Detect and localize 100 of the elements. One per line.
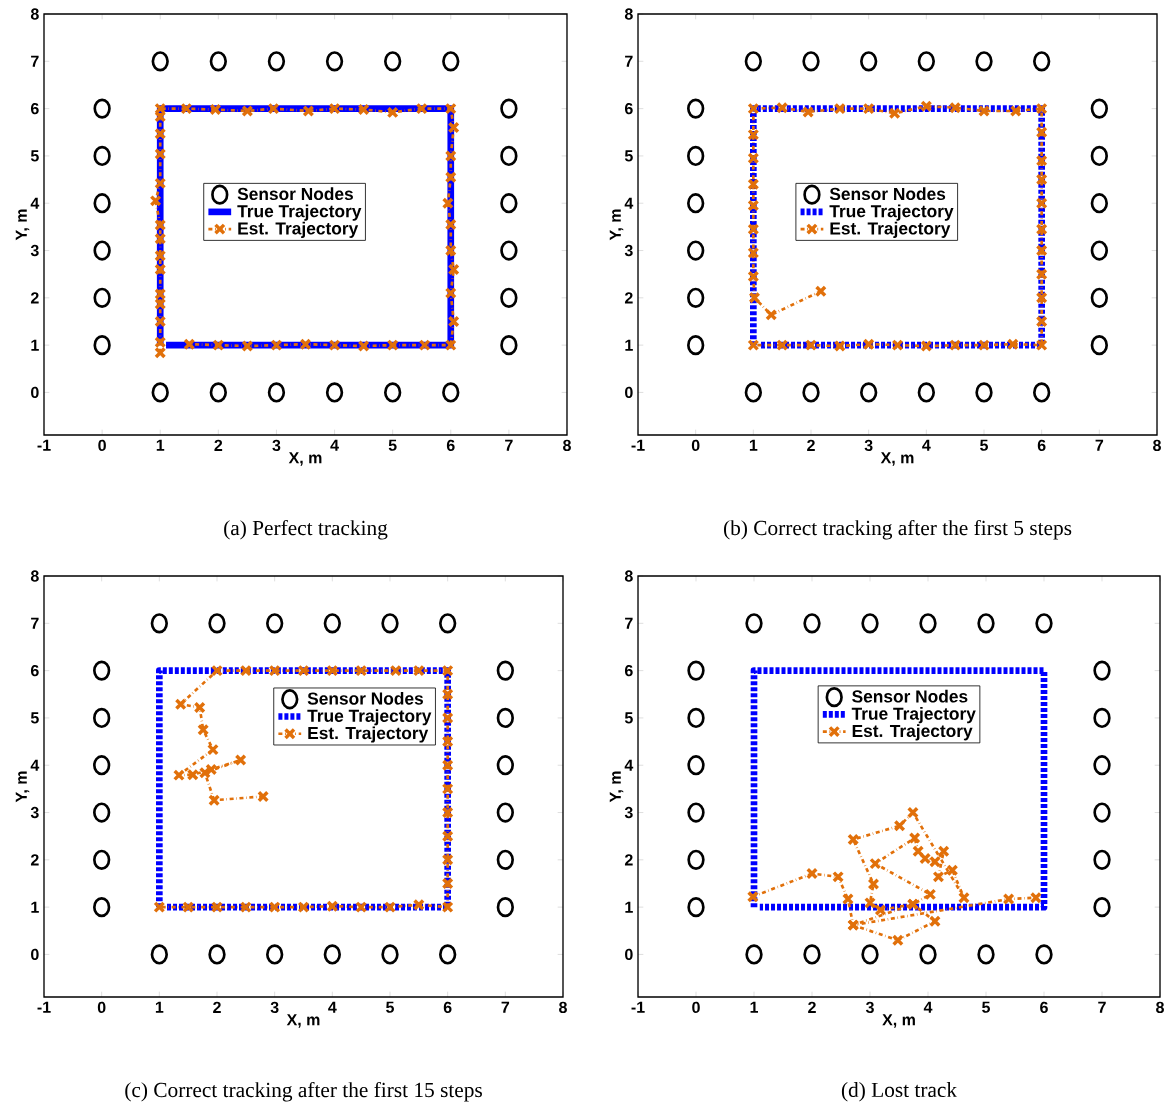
- y-tick-label: 2: [624, 854, 633, 866]
- y-tick-label: 4: [30, 197, 40, 209]
- y-tick-label: 4: [624, 759, 634, 771]
- x-tick-label: 2: [808, 1001, 816, 1013]
- y-tick-label: 1: [625, 339, 633, 351]
- x-tick-label: 4: [923, 1001, 933, 1013]
- x-tick-label: 0: [691, 439, 700, 452]
- x-tick-label: 2: [807, 439, 815, 451]
- y-tick-label: 1: [31, 901, 39, 913]
- y-axis-title: Y, m: [609, 209, 624, 241]
- x-axis-title: X, m: [882, 1014, 915, 1028]
- x-axis-title: X, m: [880, 452, 914, 466]
- x-tick-label: 3: [272, 439, 281, 452]
- x-tick-label: 1: [749, 439, 758, 451]
- y-tick-label: 7: [31, 617, 39, 629]
- y-tick-label: 8: [624, 570, 633, 582]
- y-tick-label: 3: [30, 806, 39, 819]
- x-tick-label: 7: [1095, 439, 1104, 451]
- x-tick-label: 5: [982, 1001, 991, 1013]
- x-tick-label: 4: [922, 439, 931, 451]
- y-tick-label: 0: [31, 386, 39, 399]
- x-tick-label: 1: [155, 1001, 164, 1013]
- legend-label: Est. Trajectory: [852, 724, 973, 741]
- x-tick-label: 6: [1037, 439, 1046, 452]
- y-tick-label: 3: [624, 806, 633, 819]
- x-tick-label: 0: [97, 1001, 106, 1014]
- legend-label: Est. Trajectory: [238, 221, 359, 238]
- y-tick-label: 5: [30, 150, 39, 162]
- legend-label: Est. Trajectory: [308, 726, 429, 743]
- legend-label: True Trajectory: [851, 707, 976, 724]
- legend-label: True Trajectory: [829, 204, 954, 221]
- x-tick-label: -1: [631, 1001, 645, 1013]
- x-tick-label: 7: [501, 1001, 510, 1013]
- x-tick-label: 0: [692, 1001, 700, 1014]
- y-tick-label: 2: [30, 292, 39, 304]
- y-tick-label: 0: [625, 386, 633, 399]
- y-tick-label: 1: [625, 901, 633, 913]
- y-tick-label: 5: [624, 712, 633, 724]
- y-tick-label: 2: [30, 854, 39, 866]
- x-tick-label: 8: [559, 1001, 567, 1014]
- legend-label: Sensor Nodes: [237, 187, 353, 201]
- x-tick-label: 5: [386, 1001, 394, 1013]
- text: (d) Lost track: [841, 1082, 958, 1102]
- y-tick-label: 3: [624, 244, 633, 257]
- x-tick-label: -1: [37, 439, 51, 451]
- legend-label: Est. Trajectory: [830, 221, 951, 238]
- x-tick-label: 0: [98, 439, 106, 452]
- legend-label: Sensor Nodes: [852, 689, 968, 703]
- x-axis-title: X, m: [288, 452, 322, 466]
- x-tick-label: 7: [1098, 1001, 1106, 1013]
- text: (a) Perfect tracking: [224, 519, 388, 540]
- x-tick-label: 6: [1040, 1001, 1048, 1014]
- y-tick-label: 7: [31, 55, 39, 67]
- y-axis-title: Y, m: [609, 771, 624, 803]
- y-tick-label: 8: [30, 8, 39, 20]
- y-tick-label: 8: [30, 570, 39, 582]
- x-tick-label: 3: [864, 439, 873, 452]
- x-tick-label: 8: [563, 439, 571, 452]
- x-axis-title: X, m: [286, 1014, 320, 1028]
- x-tick-label: 6: [443, 1001, 452, 1014]
- y-axis-title: Y, m: [15, 771, 30, 803]
- x-tick-label: 7: [505, 439, 513, 451]
- x-tick-label: -1: [37, 1001, 51, 1013]
- y-tick-label: 8: [624, 8, 633, 20]
- x-tick-label: 2: [214, 439, 223, 451]
- y-tick-label: 0: [31, 948, 39, 961]
- y-tick-label: 7: [625, 55, 633, 67]
- x-tick-label: 6: [446, 439, 455, 452]
- y-tick-label: 6: [30, 664, 39, 677]
- legend-label: Sensor Nodes: [829, 187, 946, 201]
- x-tick-label: -1: [631, 439, 645, 451]
- y-tick-label: 1: [31, 339, 39, 351]
- x-tick-label: 4: [330, 439, 339, 451]
- y-tick-label: 6: [30, 102, 39, 115]
- y-tick-label: 6: [624, 102, 633, 115]
- y-axis-title: Y, m: [15, 209, 30, 241]
- y-tick-label: 2: [624, 292, 633, 304]
- x-tick-label: 3: [865, 1001, 874, 1014]
- text: (c) Correct tracking after the first 15 steps: [125, 1081, 482, 1102]
- x-tick-label: 1: [750, 1001, 759, 1013]
- y-tick-label: 6: [624, 664, 633, 677]
- y-tick-label: 4: [30, 759, 40, 771]
- legend-label: Sensor Nodes: [307, 691, 423, 705]
- x-tick-label: 5: [388, 439, 397, 451]
- x-tick-label: 8: [1156, 1001, 1164, 1014]
- y-tick-label: 5: [624, 150, 633, 162]
- x-tick-label: 1: [156, 439, 165, 451]
- y-tick-label: 4: [624, 197, 634, 209]
- x-tick-label: 8: [1153, 439, 1161, 452]
- x-tick-label: 5: [980, 439, 988, 451]
- y-tick-label: 0: [625, 948, 633, 961]
- y-tick-label: 5: [30, 712, 39, 724]
- x-tick-label: 2: [213, 1001, 221, 1013]
- x-tick-label: 3: [270, 1001, 279, 1014]
- y-tick-label: 7: [625, 617, 633, 629]
- legend-label: True Trajectory: [307, 709, 432, 726]
- x-tick-label: 4: [328, 1001, 337, 1013]
- text: (b) Correct tracking after the first 5 steps: [723, 519, 1072, 540]
- legend-label: True Trajectory: [237, 204, 362, 221]
- y-tick-label: 3: [30, 244, 39, 257]
